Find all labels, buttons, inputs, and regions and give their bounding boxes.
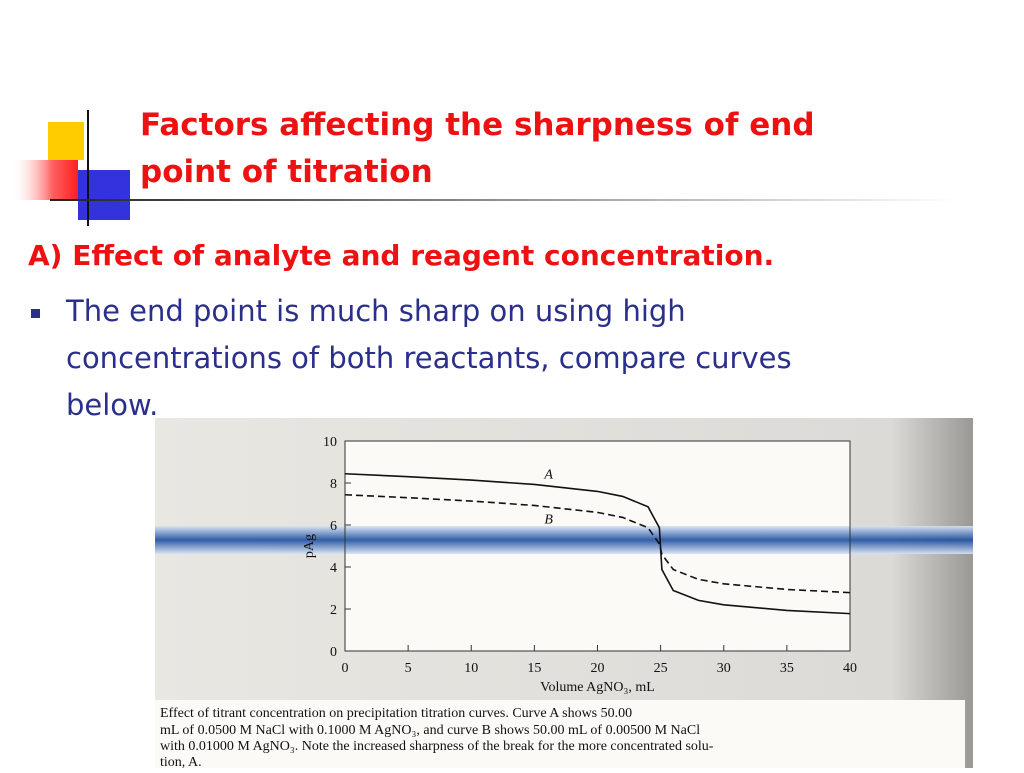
x-tick-label: 20 — [591, 661, 605, 676]
deco-red — [14, 160, 78, 200]
caption-bg — [155, 700, 965, 768]
x-tick-label: 10 — [464, 661, 478, 676]
x-tick-label: 35 — [780, 661, 794, 676]
x-tick-label: 5 — [405, 661, 412, 676]
curve-label: A — [543, 467, 553, 482]
bullet-text: below. — [66, 388, 158, 422]
heading: A) Effect of analyte and reagent concent… — [28, 239, 774, 272]
curve-label: B — [544, 512, 553, 527]
curve — [344, 472, 851, 615]
y-tick-label: 0 — [330, 645, 337, 660]
y-tick-label: 2 — [330, 603, 337, 618]
y-axis-label: pAg — [302, 534, 317, 558]
caption: mL of 0.0500 M NaCl with 0.1000 M AgNO₃,… — [160, 723, 700, 738]
caption: tion, A. — [160, 755, 202, 768]
x-tick-label: 15 — [527, 661, 541, 676]
title: Factors affecting the sharpness of end — [140, 107, 815, 143]
y-tick-label: 8 — [330, 477, 337, 492]
x-tick-label: 0 — [342, 661, 349, 676]
curve — [344, 493, 851, 594]
y-tick-label: 6 — [330, 519, 337, 534]
x-tick-label: 30 — [717, 661, 731, 676]
title: point of titration — [140, 154, 433, 190]
x-tick-label: 25 — [654, 661, 668, 676]
bullet — [31, 309, 40, 318]
deco-yellow — [48, 122, 84, 160]
bullet-text: concentrations of both reactants, compar… — [66, 341, 792, 375]
caption: Effect of titrant concentration on preci… — [160, 706, 632, 721]
deco-blue — [78, 170, 130, 220]
deco-hline — [50, 199, 960, 201]
x-tick-label: 40 — [843, 661, 857, 676]
y-tick-label: 10 — [323, 435, 337, 450]
bullet-text: The end point is much sharp on using hig… — [65, 294, 686, 328]
y-tick-label: 4 — [330, 561, 337, 576]
caption: with 0.01000 M AgNO₃. Note the increased… — [160, 739, 714, 754]
x-axis-label: Volume AgNO₃, mL — [540, 680, 655, 695]
highlight-band — [155, 526, 973, 554]
